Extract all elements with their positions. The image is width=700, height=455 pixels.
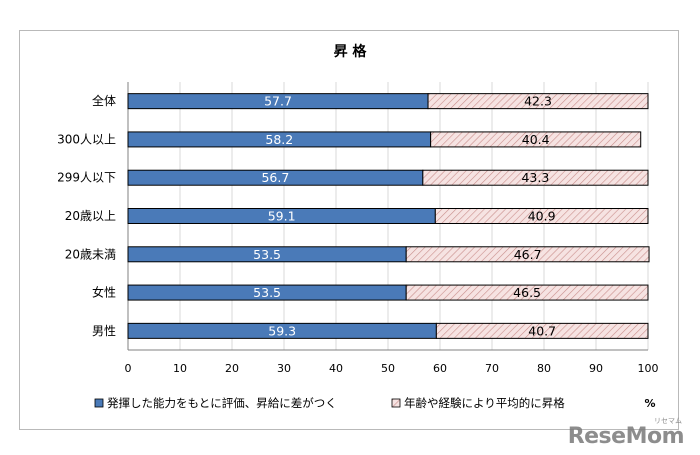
legend-label-series-2: 年齢や経験により平均的に昇格 [404, 396, 565, 410]
data-label-series-1: 59.1 [268, 209, 296, 224]
bars [127, 93, 650, 339]
data-label-series-1: 58.2 [265, 132, 293, 147]
bar-series-2 [435, 322, 649, 339]
x-tick-label: 0 [125, 362, 132, 375]
bar-series-2 [430, 131, 642, 148]
bar-series-2 [405, 246, 650, 263]
data-label-series-2: 46.7 [514, 247, 542, 262]
bar-series-2 [422, 169, 649, 186]
bar-series-2 [434, 208, 649, 224]
labels: 0 10 20 30 40 50 60 70 80 90 100 全体 57.7 42.3 300人以上 58… [57, 93, 658, 375]
category-label: 全体 [92, 93, 116, 108]
category-label: 女性 [92, 285, 116, 300]
data-label-series-1: 59.3 [268, 323, 296, 338]
x-tick-label: 20 [225, 362, 239, 375]
chart-title: 昇 格 [334, 43, 368, 60]
data-label-series-2: 42.3 [524, 94, 552, 109]
x-tick-label: 80 [537, 362, 551, 375]
data-label-series-2: 40.4 [522, 132, 550, 147]
category-label: 300人以上 [57, 132, 116, 146]
x-tick-label: 30 [277, 362, 291, 375]
unit-label: % [644, 397, 655, 410]
x-tick-label: 50 [381, 362, 395, 375]
x-tick-label: 70 [485, 362, 499, 375]
data-label-series-1: 53.5 [253, 285, 281, 300]
category-label: 男性 [92, 324, 116, 338]
data-label-series-2: 46.5 [513, 285, 541, 300]
data-label-series-2: 40.7 [528, 323, 556, 338]
category-label: 299人以下 [57, 171, 116, 185]
legend-key-series-2 [391, 398, 401, 408]
data-label-series-1: 53.5 [253, 247, 281, 262]
legend-label-series-1: 発揮した能力をもとに評価、昇給に差がつく [107, 396, 337, 410]
x-tick-label: 90 [589, 362, 603, 375]
legend: 発揮した能力をもとに評価、昇給に差がつく 年齢や経験により平均的に昇格% [94, 396, 656, 410]
data-label-series-2: 43.3 [521, 170, 549, 185]
x-tick-label: 100 [638, 362, 659, 375]
category-label: 20歳未満 [65, 247, 116, 261]
data-label-series-1: 57.7 [264, 94, 292, 109]
x-tick-label: 40 [329, 362, 343, 375]
bar-series-2 [405, 284, 649, 301]
watermark-logo: リセマム ReseMom [567, 417, 685, 449]
data-label-series-1: 56.7 [261, 170, 289, 185]
category-label: 20歳以上 [65, 209, 116, 223]
bar-series-2 [427, 93, 649, 110]
x-tick-label: 60 [433, 362, 447, 375]
data-label-series-2: 40.9 [528, 209, 556, 224]
x-tick-label: 10 [173, 362, 187, 375]
legend-key-series-1 [94, 398, 104, 408]
